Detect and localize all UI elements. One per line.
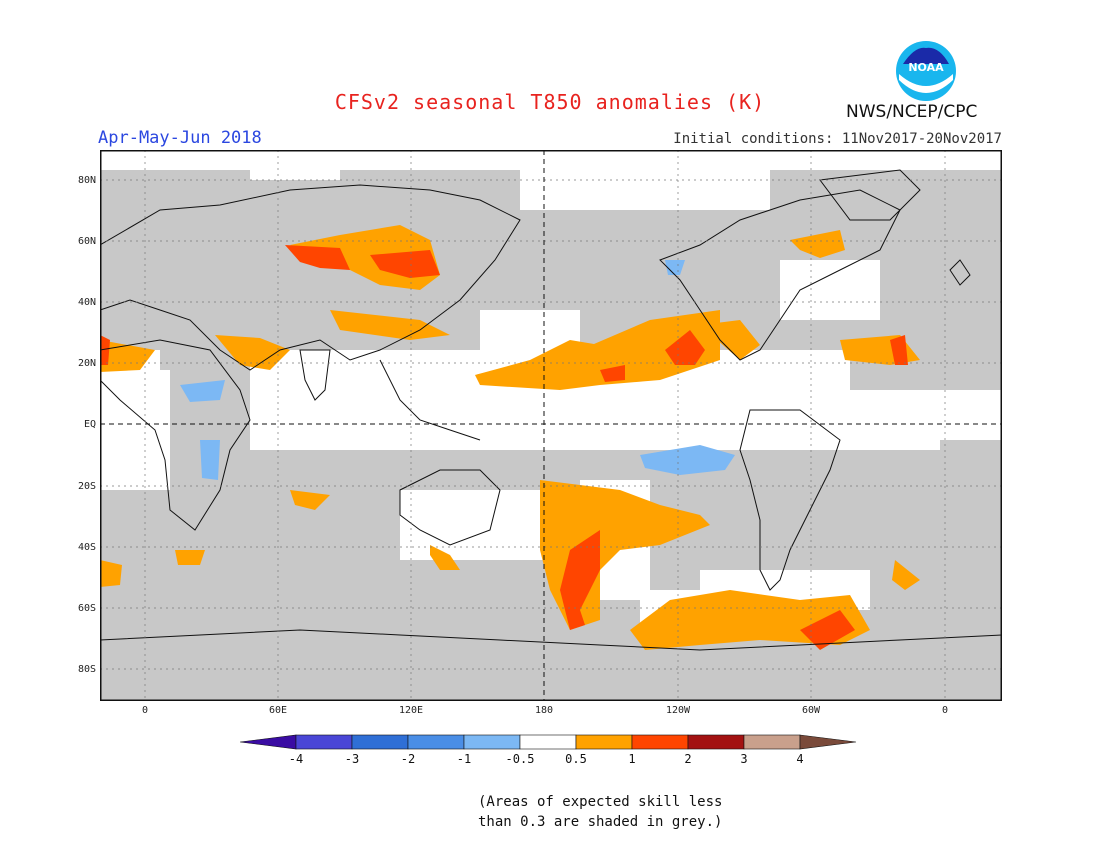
map-title: CFSv2 seasonal T850 anomalies (K)	[334, 90, 766, 114]
colorbar-label: -0.5	[505, 752, 535, 766]
lat-label: EQ	[83, 419, 96, 430]
initial-conditions: Initial conditions: 11Nov2017-20Nov2017	[673, 131, 1002, 147]
lon-label: 180	[534, 705, 554, 716]
colorbar-segment	[631, 734, 689, 750]
colorbar-segment	[463, 734, 521, 750]
logo-text: NOAA	[908, 61, 944, 74]
lon-label: 60E	[268, 705, 288, 716]
colorbar-segment	[743, 734, 801, 750]
lat-label: 80N	[77, 175, 96, 186]
colorbar-label: -3	[344, 752, 360, 766]
lon-label: 0	[141, 705, 149, 716]
anomaly-map	[100, 150, 1002, 701]
lat-label: 80S	[77, 664, 96, 675]
colorbar-label: -4	[288, 752, 304, 766]
colorbar-label: 3	[740, 752, 748, 766]
lon-label: 60W	[801, 705, 821, 716]
colorbar-label: -1	[456, 752, 472, 766]
colorbar-segment	[799, 734, 857, 750]
colorbar	[240, 734, 857, 750]
lat-label: 20N	[77, 358, 96, 369]
colorbar-label: 0.5	[565, 752, 587, 766]
lat-label: 60N	[77, 236, 96, 247]
agency-label: NWS/NCEP/CPC	[846, 102, 978, 122]
colorbar-label: 1	[628, 752, 636, 766]
colorbar-segment	[575, 734, 633, 750]
colorbar-label: 4	[796, 752, 804, 766]
colorbar-segment	[687, 734, 745, 750]
anomaly-negative-small	[180, 260, 735, 480]
lat-label: 60S	[77, 603, 96, 614]
colorbar-label: -2	[400, 752, 416, 766]
lon-label: 120E	[398, 705, 424, 716]
colorbar-segment	[519, 734, 577, 750]
season-label: Apr-May-Jun 2018	[98, 128, 262, 148]
skill-note-line: (Areas of expected skill less	[478, 794, 723, 810]
coastlines	[100, 169, 1002, 651]
colorbar-segment	[295, 734, 353, 750]
lat-label: 40N	[77, 297, 96, 308]
noaa-logo-icon: NOAA	[896, 41, 956, 101]
colorbar-segment	[240, 734, 297, 750]
skill-note: (Areas of expected skill less than 0.3 a…	[478, 792, 722, 832]
colorbar-segment	[351, 734, 409, 750]
lon-label: 0	[941, 705, 949, 716]
lat-label: 20S	[77, 481, 96, 492]
colorbar-label: 2	[684, 752, 692, 766]
lat-label: 40S	[77, 542, 96, 553]
lon-label: 120W	[665, 705, 691, 716]
equator-dateline	[100, 150, 1002, 701]
skill-note-line: than 0.3 are shaded in grey.)	[478, 814, 723, 830]
anomaly-positive-medium	[100, 245, 908, 650]
graticule	[100, 150, 1002, 701]
colorbar-segment	[407, 734, 465, 750]
